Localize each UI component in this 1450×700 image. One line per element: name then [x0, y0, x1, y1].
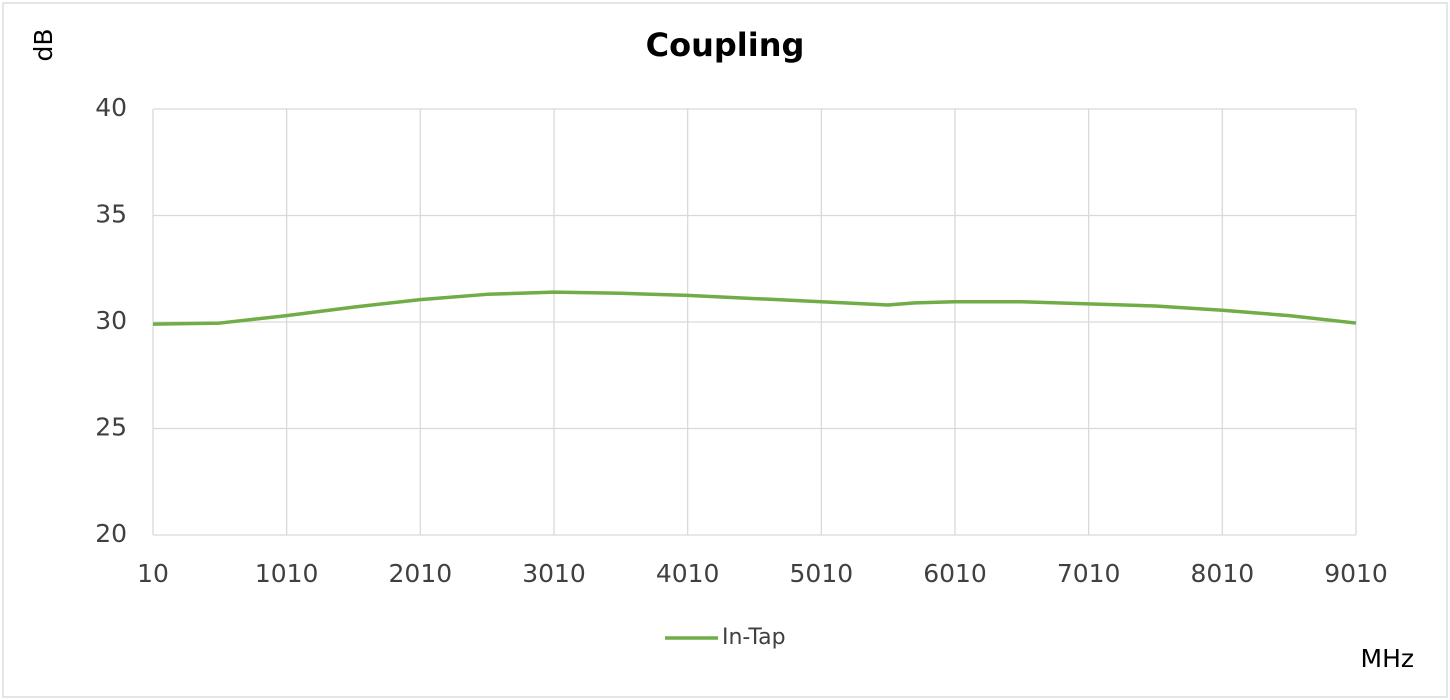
x-tick-label: 10 [137, 559, 169, 588]
y-tick-label: 30 [95, 306, 127, 335]
y-tick-label: 20 [95, 519, 127, 548]
x-axis-label: MHz [1361, 644, 1415, 673]
x-tick-label: 3010 [522, 559, 586, 588]
x-tick-label: 2010 [389, 559, 453, 588]
x-tick-label: 8010 [1191, 559, 1255, 588]
x-tick-label: 7010 [1057, 559, 1121, 588]
x-tick-label: 4010 [656, 559, 720, 588]
y-tick-label: 35 [95, 200, 127, 229]
y-tick-label: 40 [95, 93, 127, 122]
y-tick-label: 25 [95, 413, 127, 442]
chart-title: Coupling [646, 26, 805, 64]
x-tick-label: 1010 [255, 559, 319, 588]
y-axis-label: dB [29, 28, 58, 61]
legend-label: In-Tap [722, 625, 786, 650]
x-tick-label: 5010 [790, 559, 854, 588]
x-tick-label: 9010 [1324, 559, 1388, 588]
x-tick-label: 6010 [923, 559, 987, 588]
line-series [152, 290, 1357, 326]
